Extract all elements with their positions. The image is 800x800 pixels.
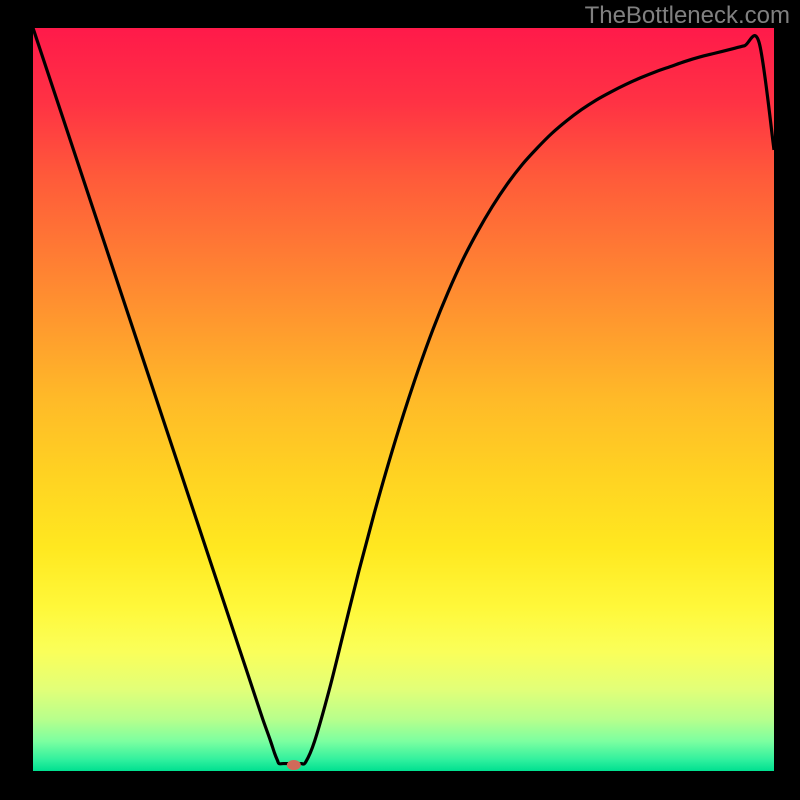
- bottleneck-marker: [287, 760, 301, 770]
- stage: TheBottleneck.com: [0, 0, 800, 800]
- chart-area: [33, 28, 774, 771]
- chart-svg: [33, 28, 774, 771]
- bottleneck-curve: [33, 28, 774, 764]
- watermark-text: TheBottleneck.com: [585, 2, 790, 30]
